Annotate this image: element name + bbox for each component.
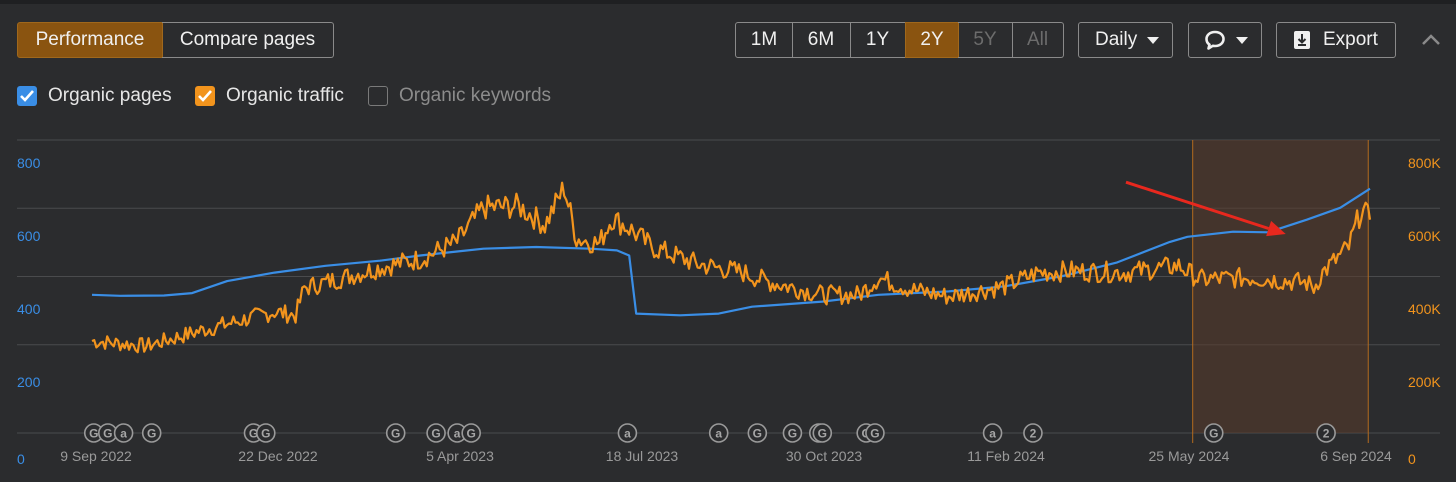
left-axis-tick: 600 — [17, 228, 41, 244]
chevron-down-icon — [1236, 37, 1248, 44]
x-axis-tick: 9 Sep 2022 — [60, 448, 132, 464]
svg-text:G: G — [788, 427, 797, 441]
right-axis-tick: 400K — [1408, 301, 1441, 317]
x-axis-tick: 22 Dec 2022 — [238, 448, 318, 464]
annotation-marker[interactable]: a — [113, 423, 134, 443]
svg-text:G: G — [147, 427, 156, 441]
annotation-marker[interactable]: G — [865, 423, 885, 443]
svg-text:a: a — [454, 427, 461, 441]
svg-text:G: G — [261, 427, 270, 441]
range-button-5y: 5Y — [958, 22, 1013, 58]
svg-text:2: 2 — [1030, 427, 1037, 441]
svg-text:G: G — [753, 427, 762, 441]
series-line-organic-pages — [91, 187, 1371, 317]
tab-compare-pages[interactable]: Compare pages — [162, 22, 334, 58]
annotation-menu-button[interactable] — [1188, 22, 1262, 58]
checkbox-organic-traffic[interactable] — [195, 86, 215, 106]
range-button-1m[interactable]: 1M — [735, 22, 793, 58]
svg-text:2: 2 — [1323, 427, 1330, 441]
svg-text:a: a — [715, 427, 722, 441]
speech-bubble-icon — [1205, 30, 1225, 50]
annotation-marker[interactable]: 2 — [1316, 423, 1336, 443]
export-button[interactable]: Export — [1276, 22, 1396, 58]
annotation-marker[interactable]: G — [812, 423, 833, 443]
x-axis-tick: 11 Feb 2024 — [967, 448, 1045, 464]
svg-text:a: a — [989, 427, 996, 441]
right-axis-tick: 600K — [1408, 228, 1441, 244]
svg-text:G: G — [431, 427, 440, 441]
svg-text:a: a — [120, 427, 127, 441]
interval-select[interactable]: Daily — [1078, 22, 1173, 58]
annotation-marker[interactable]: G — [141, 423, 162, 443]
annotation-marker[interactable]: G — [385, 423, 406, 443]
annotation-marker[interactable]: G — [1203, 423, 1224, 443]
left-axis-tick: 200 — [17, 374, 41, 390]
label-organic-traffic[interactable]: Organic traffic — [226, 85, 344, 106]
annotation-marker[interactable]: a — [982, 423, 1003, 443]
svg-text:G: G — [1209, 427, 1218, 441]
svg-text:G: G — [818, 427, 827, 441]
left-axis-tick: 400 — [17, 301, 41, 317]
arrow-annotation — [1125, 180, 1286, 237]
checkbox-organic-pages[interactable] — [17, 86, 37, 106]
top-border — [0, 0, 1456, 4]
svg-text:G: G — [89, 427, 98, 441]
interval-select-label: Daily — [1095, 29, 1138, 50]
x-axis-tick: 30 Oct 2023 — [786, 448, 862, 464]
x-axis-tick: 25 May 2024 — [1149, 448, 1230, 464]
svg-text:G: G — [391, 427, 400, 441]
annotation-marker[interactable]: 2 — [1023, 423, 1043, 443]
svg-text:G: G — [249, 427, 258, 441]
label-organic-pages[interactable]: Organic pages — [48, 85, 172, 106]
annotation-marker[interactable]: G — [255, 423, 276, 443]
export-label: Export — [1323, 29, 1378, 50]
x-axis-tick: 18 Jul 2023 — [606, 448, 679, 464]
annotation-marker[interactable]: G — [782, 423, 803, 443]
annotation-marker[interactable]: a — [708, 423, 729, 443]
download-icon — [1294, 31, 1310, 49]
range-button-6m[interactable]: 6M — [792, 22, 851, 58]
chevron-up-icon[interactable] — [1421, 33, 1441, 47]
right-axis-tick: 200K — [1408, 374, 1441, 390]
x-axis-tick: 6 Sep 2024 — [1320, 448, 1392, 464]
annotation-marker[interactable]: G — [747, 423, 768, 443]
x-axis-tick: 5 Apr 2023 — [426, 448, 494, 464]
right-axis-tick: 800K — [1408, 155, 1441, 171]
svg-text:a: a — [624, 427, 631, 441]
left-axis-tick: 0 — [17, 451, 25, 467]
right-axis-tick: 0 — [1408, 451, 1416, 467]
svg-text:G: G — [103, 427, 112, 441]
svg-text:G: G — [870, 427, 879, 441]
annotation-marker[interactable]: a — [617, 423, 638, 443]
svg-text:G: G — [467, 427, 476, 441]
left-axis-tick: 800 — [17, 155, 41, 171]
checkbox-organic-keywords[interactable] — [368, 86, 388, 106]
annotation-marker[interactable]: G — [426, 423, 446, 443]
range-button-2y[interactable]: 2Y — [905, 22, 959, 58]
label-organic-keywords[interactable]: Organic keywords — [399, 85, 552, 106]
range-button-all: All — [1012, 22, 1064, 58]
chevron-down-icon — [1147, 37, 1159, 44]
tab-performance[interactable]: Performance — [17, 22, 163, 58]
annotation-marker[interactable]: G — [461, 423, 481, 443]
series-line-organic-traffic — [91, 181, 1372, 354]
